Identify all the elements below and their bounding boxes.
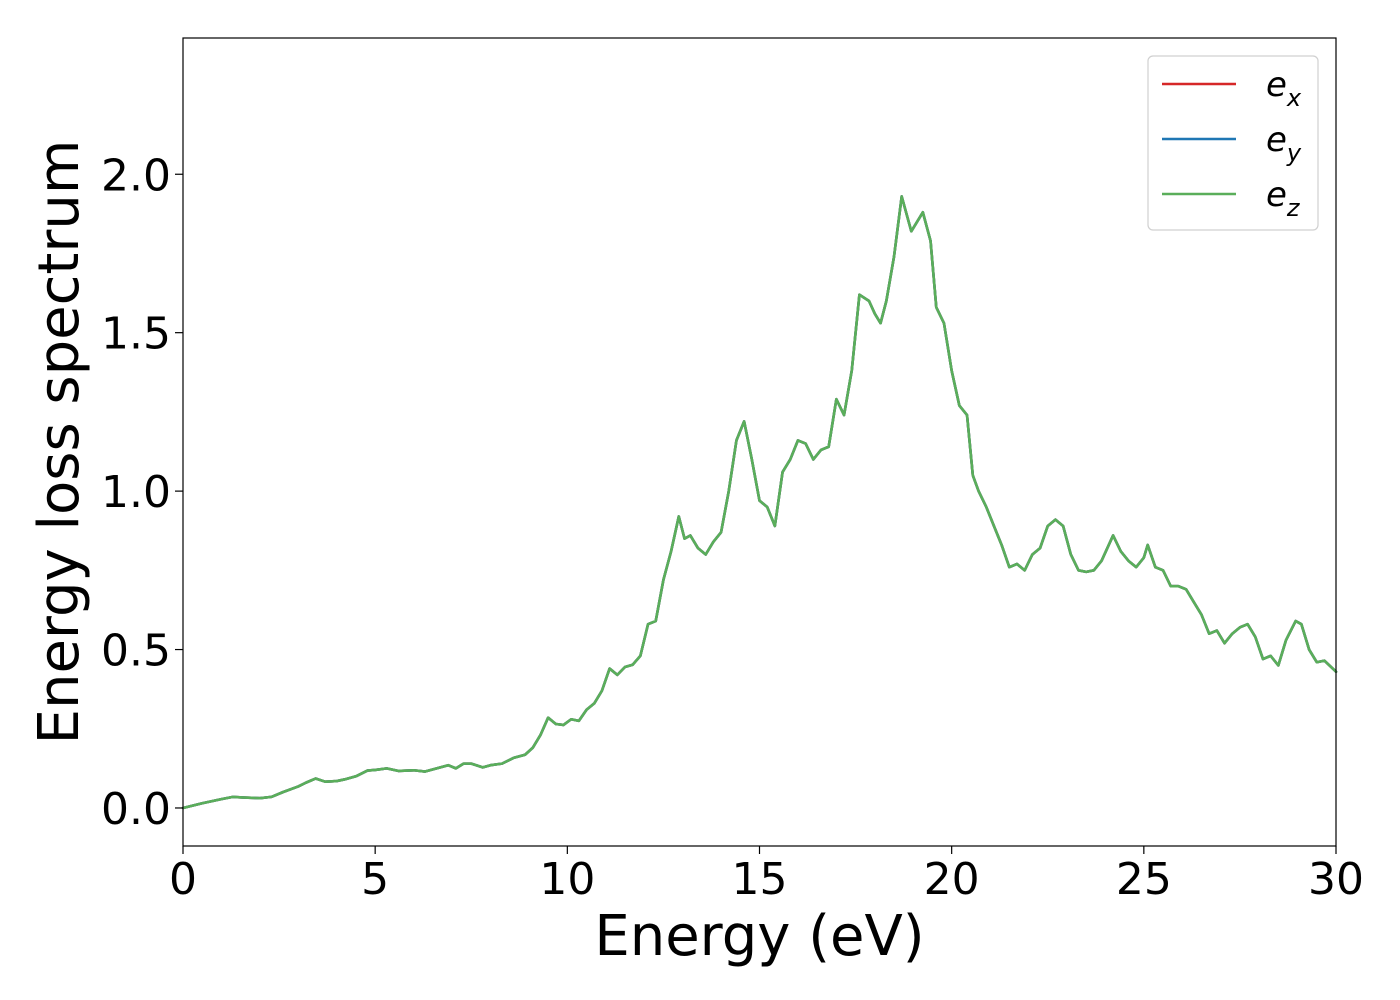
y-tick-label: 0.0	[101, 784, 171, 835]
legend-label-z: ez	[1266, 175, 1301, 222]
legend-label-subscript: y	[1286, 139, 1302, 167]
x-axis-label: Energy (eV)	[594, 904, 924, 969]
series-line-z	[181, 195, 1338, 810]
x-tick-label: 15	[732, 854, 788, 905]
x-tick-label: 25	[1116, 854, 1172, 905]
x-axis-ticks: 0 5 10 15 20 25 30	[169, 846, 1364, 905]
legend-box	[1147, 55, 1319, 231]
x-tick-label: 20	[924, 854, 980, 905]
legend-label-base: e	[1266, 175, 1287, 215]
legend-label-subscript: x	[1286, 84, 1302, 112]
y-axis-label: Energy loss spectrum	[27, 140, 92, 745]
legend-label-y: ey	[1266, 120, 1302, 167]
x-tick-label: 10	[539, 854, 595, 905]
x-tick-label: 0	[169, 854, 197, 905]
y-tick-label: 2.0	[101, 150, 171, 201]
y-axis-ticks: 0.0 0.5 1.0 1.5 2.0	[101, 150, 183, 835]
legend-label-subscript: z	[1286, 194, 1301, 222]
series-layer	[181, 195, 1338, 810]
legend-label-base: e	[1266, 120, 1287, 160]
y-tick-label: 1.0	[101, 467, 171, 518]
y-tick-label: 1.5	[101, 309, 171, 360]
legend-label-base: e	[1266, 65, 1287, 105]
y-tick-label: 0.5	[101, 626, 171, 677]
legend-label-x: ex	[1266, 65, 1302, 112]
x-tick-label: 30	[1308, 854, 1364, 905]
x-tick-label: 5	[361, 854, 389, 905]
